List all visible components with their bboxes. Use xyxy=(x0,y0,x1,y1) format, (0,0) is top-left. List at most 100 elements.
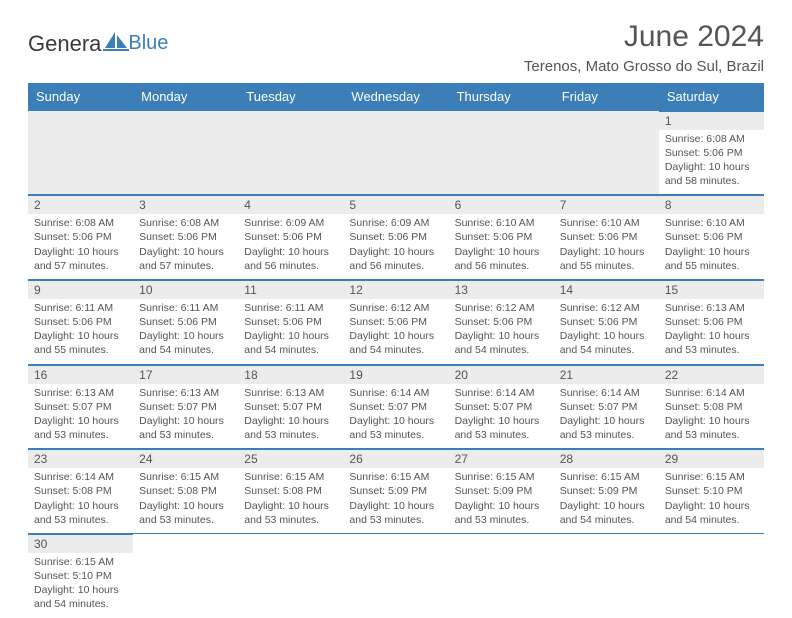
day-content: Sunrise: 6:15 AMSunset: 5:09 PMDaylight:… xyxy=(554,468,659,533)
sunset-value: 5:06 PM xyxy=(598,316,637,328)
sunrise-label: Sunrise: xyxy=(139,471,180,483)
sunset-line: Sunset: 5:09 PM xyxy=(560,484,653,498)
sunset-value: 5:06 PM xyxy=(703,316,742,328)
day-cell xyxy=(554,111,659,195)
daylight-line: Daylight: 10 hours and 56 minutes. xyxy=(455,245,548,273)
sunrise-line: Sunrise: 6:15 AM xyxy=(560,470,653,484)
sunset-value: 5:08 PM xyxy=(283,485,322,497)
sunset-label: Sunset: xyxy=(349,316,388,328)
sunrise-label: Sunrise: xyxy=(34,556,75,568)
daylight-line: Daylight: 10 hours and 53 minutes. xyxy=(34,414,127,442)
day-content: Sunrise: 6:08 AMSunset: 5:06 PMDaylight:… xyxy=(133,214,238,279)
week-row: 2Sunrise: 6:08 AMSunset: 5:06 PMDaylight… xyxy=(28,195,764,280)
day-header: Monday xyxy=(133,83,238,111)
week-row: 23Sunrise: 6:14 AMSunset: 5:08 PMDayligh… xyxy=(28,449,764,534)
sunrise-value: 6:10 AM xyxy=(496,217,535,229)
day-number: 13 xyxy=(449,280,554,299)
sunset-line: Sunset: 5:09 PM xyxy=(455,484,548,498)
title-block: June 2024 Terenos, Mato Grosso do Sul, B… xyxy=(524,20,764,75)
sunrise-label: Sunrise: xyxy=(665,387,706,399)
sunset-line: Sunset: 5:09 PM xyxy=(349,484,442,498)
sunset-value: 5:06 PM xyxy=(388,316,427,328)
sunrise-value: 6:15 AM xyxy=(706,471,745,483)
sunset-label: Sunset: xyxy=(560,316,599,328)
day-content: Sunrise: 6:11 AMSunset: 5:06 PMDaylight:… xyxy=(28,299,133,364)
sunrise-label: Sunrise: xyxy=(560,471,601,483)
sunset-label: Sunset: xyxy=(665,401,704,413)
day-cell xyxy=(238,111,343,195)
sunrise-label: Sunrise: xyxy=(34,217,75,229)
daylight-line: Daylight: 10 hours and 54 minutes. xyxy=(560,499,653,527)
daylight-line: Daylight: 10 hours and 53 minutes. xyxy=(665,329,758,357)
sunset-label: Sunset: xyxy=(560,231,599,243)
sunrise-line: Sunrise: 6:12 AM xyxy=(349,301,442,315)
day-number: 22 xyxy=(659,365,764,384)
day-cell xyxy=(449,533,554,617)
sunrise-label: Sunrise: xyxy=(139,387,180,399)
sunset-line: Sunset: 5:06 PM xyxy=(560,230,653,244)
sunrise-line: Sunrise: 6:08 AM xyxy=(665,132,758,146)
day-header: Wednesday xyxy=(343,83,448,111)
calendar-table: SundayMondayTuesdayWednesdayThursdayFrid… xyxy=(28,83,764,618)
day-cell: 10Sunrise: 6:11 AMSunset: 5:06 PMDayligh… xyxy=(133,279,238,364)
day-cell xyxy=(133,533,238,617)
day-content: Sunrise: 6:13 AMSunset: 5:07 PMDaylight:… xyxy=(238,384,343,449)
day-number: 25 xyxy=(238,449,343,468)
sunrise-label: Sunrise: xyxy=(455,387,496,399)
sunset-label: Sunset: xyxy=(455,401,494,413)
daylight-line: Daylight: 10 hours and 53 minutes. xyxy=(244,499,337,527)
day-content: Sunrise: 6:12 AMSunset: 5:06 PMDaylight:… xyxy=(449,299,554,364)
sunrise-line: Sunrise: 6:10 AM xyxy=(665,216,758,230)
sunset-label: Sunset: xyxy=(139,316,178,328)
sunrise-line: Sunrise: 6:11 AM xyxy=(34,301,127,315)
day-cell: 22Sunrise: 6:14 AMSunset: 5:08 PMDayligh… xyxy=(659,364,764,449)
daylight-label: Daylight: xyxy=(455,246,499,258)
week-row: 30Sunrise: 6:15 AMSunset: 5:10 PMDayligh… xyxy=(28,533,764,617)
sunrise-value: 6:11 AM xyxy=(181,302,219,314)
sunrise-line: Sunrise: 6:11 AM xyxy=(139,301,232,315)
day-header: Tuesday xyxy=(238,83,343,111)
sunrise-label: Sunrise: xyxy=(665,133,706,145)
day-number: 24 xyxy=(133,449,238,468)
sunset-line: Sunset: 5:08 PM xyxy=(34,484,127,498)
sunset-line: Sunset: 5:07 PM xyxy=(139,400,232,414)
day-cell xyxy=(659,533,764,617)
day-content: Sunrise: 6:09 AMSunset: 5:06 PMDaylight:… xyxy=(343,214,448,279)
sunset-line: Sunset: 5:10 PM xyxy=(665,484,758,498)
day-number: 26 xyxy=(343,449,448,468)
logo-text-general: Genera xyxy=(28,31,101,57)
daylight-line: Daylight: 10 hours and 53 minutes. xyxy=(244,414,337,442)
sunrise-label: Sunrise: xyxy=(349,302,390,314)
day-content: Sunrise: 6:14 AMSunset: 5:07 PMDaylight:… xyxy=(554,384,659,449)
sunset-line: Sunset: 5:06 PM xyxy=(139,230,232,244)
day-content: Sunrise: 6:14 AMSunset: 5:07 PMDaylight:… xyxy=(343,384,448,449)
daylight-line: Daylight: 10 hours and 57 minutes. xyxy=(34,245,127,273)
day-content: Sunrise: 6:12 AMSunset: 5:06 PMDaylight:… xyxy=(343,299,448,364)
sunrise-line: Sunrise: 6:15 AM xyxy=(244,470,337,484)
day-cell: 12Sunrise: 6:12 AMSunset: 5:06 PMDayligh… xyxy=(343,279,448,364)
daylight-line: Daylight: 10 hours and 54 minutes. xyxy=(560,329,653,357)
sunset-value: 5:07 PM xyxy=(283,401,322,413)
day-header: Saturday xyxy=(659,83,764,111)
day-number: 4 xyxy=(238,195,343,214)
day-header: Friday xyxy=(554,83,659,111)
sunrise-label: Sunrise: xyxy=(665,217,706,229)
day-cell: 21Sunrise: 6:14 AMSunset: 5:07 PMDayligh… xyxy=(554,364,659,449)
sunrise-line: Sunrise: 6:08 AM xyxy=(34,216,127,230)
sunrise-label: Sunrise: xyxy=(34,471,75,483)
sunset-value: 5:09 PM xyxy=(598,485,637,497)
sunset-value: 5:06 PM xyxy=(178,231,217,243)
sunset-label: Sunset: xyxy=(665,316,704,328)
day-number: 19 xyxy=(343,365,448,384)
daylight-line: Daylight: 10 hours and 54 minutes. xyxy=(665,499,758,527)
daylight-label: Daylight: xyxy=(455,415,499,427)
sunset-label: Sunset: xyxy=(455,231,494,243)
sunrise-label: Sunrise: xyxy=(244,302,285,314)
sunset-line: Sunset: 5:08 PM xyxy=(139,484,232,498)
sunrise-value: 6:11 AM xyxy=(75,302,113,314)
sunset-label: Sunset: xyxy=(560,401,599,413)
daylight-label: Daylight: xyxy=(560,415,604,427)
day-cell: 4Sunrise: 6:09 AMSunset: 5:06 PMDaylight… xyxy=(238,195,343,280)
day-content: Sunrise: 6:15 AMSunset: 5:08 PMDaylight:… xyxy=(238,468,343,533)
sunset-line: Sunset: 5:10 PM xyxy=(34,569,127,583)
